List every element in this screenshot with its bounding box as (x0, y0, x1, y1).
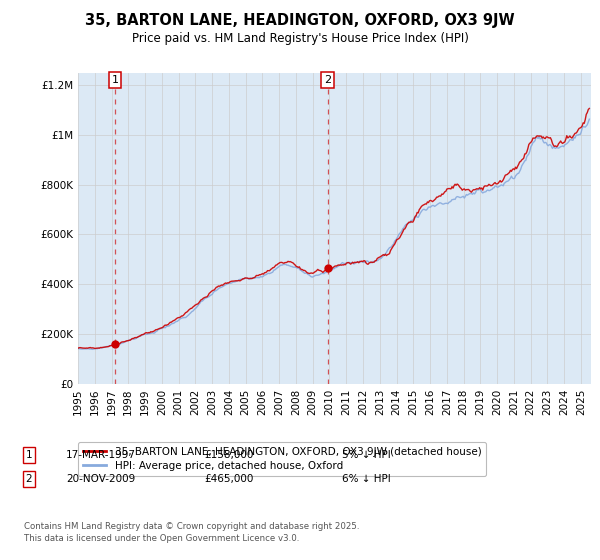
Text: 17-MAR-1997: 17-MAR-1997 (66, 450, 136, 460)
Text: 6% ↓ HPI: 6% ↓ HPI (342, 474, 391, 484)
Text: 2: 2 (25, 474, 32, 484)
Legend: 35, BARTON LANE, HEADINGTON, OXFORD, OX3 9JW (detached house), HPI: Average pric: 35, BARTON LANE, HEADINGTON, OXFORD, OX3… (78, 442, 487, 476)
Text: 1: 1 (112, 75, 119, 85)
Text: £465,000: £465,000 (204, 474, 253, 484)
Text: 2: 2 (324, 75, 331, 85)
Text: Price paid vs. HM Land Registry's House Price Index (HPI): Price paid vs. HM Land Registry's House … (131, 31, 469, 45)
Text: 5% ↓ HPI: 5% ↓ HPI (342, 450, 391, 460)
Text: 20-NOV-2009: 20-NOV-2009 (66, 474, 135, 484)
Text: 35, BARTON LANE, HEADINGTON, OXFORD, OX3 9JW: 35, BARTON LANE, HEADINGTON, OXFORD, OX3… (85, 13, 515, 28)
Text: £158,000: £158,000 (204, 450, 253, 460)
Text: Contains HM Land Registry data © Crown copyright and database right 2025.
This d: Contains HM Land Registry data © Crown c… (24, 522, 359, 543)
Text: 1: 1 (25, 450, 32, 460)
